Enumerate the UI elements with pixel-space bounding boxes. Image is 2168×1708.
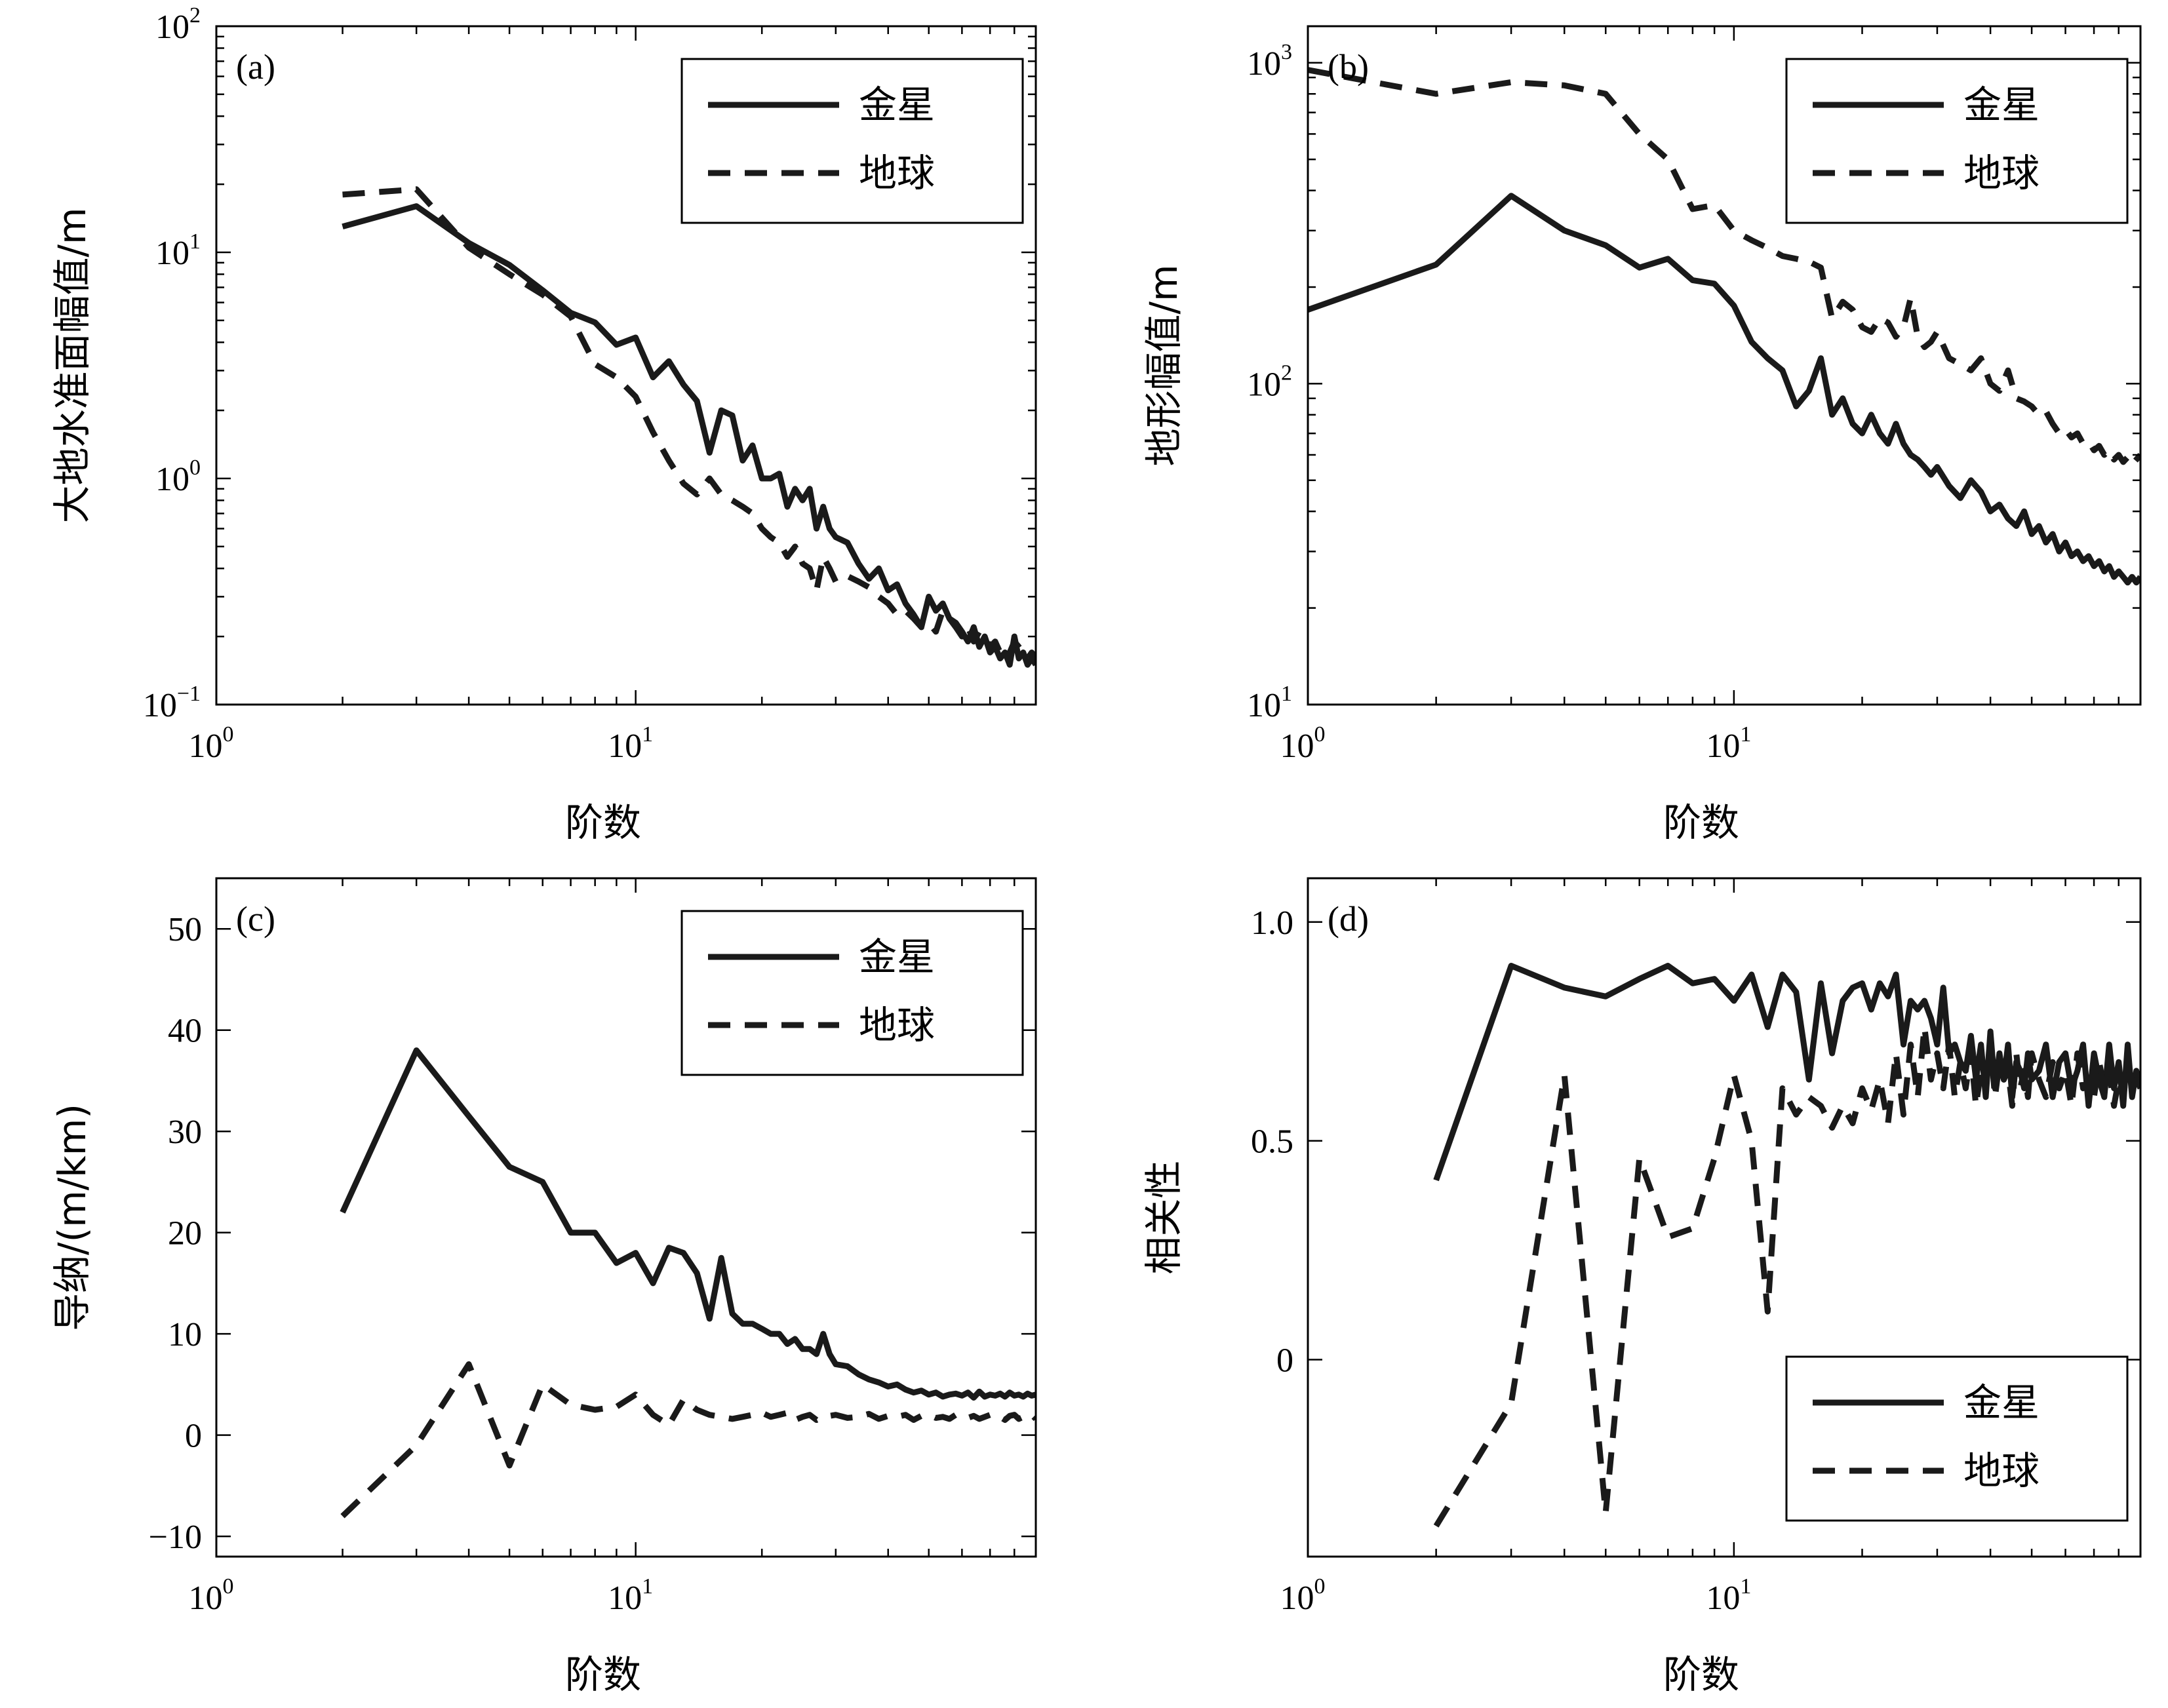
x-tick-label: 101 — [1706, 1574, 1751, 1617]
y-tick-label: 40 — [168, 1013, 202, 1050]
legend-box — [680, 58, 1024, 224]
x-tick-label: 100 — [189, 722, 234, 765]
x-axis-title: 阶数 — [1663, 1652, 1739, 1697]
legend-label: 地球 — [859, 1003, 935, 1047]
axes-frame — [215, 877, 1037, 1558]
y-tick-label: 102 — [155, 3, 201, 46]
y-tick-label: 10−1 — [143, 682, 201, 724]
series-venus-line — [340, 1047, 1036, 1401]
y-tick-label: −10 — [149, 1519, 202, 1556]
legend-label: 金星 — [859, 935, 935, 979]
legend-label: 金星 — [1963, 83, 2040, 127]
y-tick-label: 50 — [168, 911, 202, 948]
y-tick-label: 10 — [168, 1316, 202, 1353]
y-axis-title: 大地水准面幅值/m — [50, 207, 94, 523]
series-venus-line — [1308, 193, 2140, 586]
y-tick-label: 101 — [155, 229, 201, 272]
y-tick-label: 20 — [168, 1215, 202, 1252]
y-tick-label: 0 — [185, 1418, 202, 1455]
axes-frame — [1307, 25, 2142, 706]
y-tick-label: 102 — [1247, 360, 1292, 403]
x-axis-title: 阶数 — [1663, 800, 1739, 845]
y-axis-title: 导纳/(m/km) — [50, 1104, 94, 1331]
x-tick-label: 100 — [189, 1574, 234, 1617]
x-tick-label: 100 — [1280, 722, 1326, 765]
y-tick-label: 103 — [1247, 40, 1292, 83]
y-tick-label: 101 — [1247, 682, 1292, 724]
panel-label: (a) — [236, 47, 275, 87]
x-axis-title: 阶数 — [565, 1652, 641, 1697]
series-venus-line — [342, 203, 1036, 668]
legend-label: 金星 — [859, 83, 935, 127]
legend-box — [680, 910, 1024, 1076]
legend-box — [1785, 1355, 2129, 1522]
panel-label: (d) — [1328, 899, 1369, 939]
x-tick-label: 100 — [1280, 1574, 1326, 1617]
series-earth-line — [340, 1361, 1036, 1519]
y-tick-label: 0.5 — [1251, 1123, 1293, 1161]
series-earth-line — [342, 186, 1036, 662]
series-earth-line — [1433, 1024, 2140, 1528]
legend-label: 地球 — [859, 151, 935, 195]
series-venus-line — [1433, 963, 2140, 1182]
legend-box — [1785, 58, 2129, 224]
legend-label: 地球 — [1963, 151, 2040, 195]
legend-label: 金星 — [1963, 1380, 2040, 1425]
axes-frame — [215, 25, 1037, 706]
x-tick-label: 101 — [1706, 722, 1751, 765]
x-tick-label: 101 — [608, 1574, 653, 1617]
x-axis-title: 阶数 — [565, 800, 641, 845]
x-tick-label: 101 — [608, 722, 653, 765]
y-tick-label: 1.0 — [1251, 904, 1293, 942]
y-tick-label: 100 — [155, 456, 201, 498]
y-tick-label: 0 — [1276, 1342, 1293, 1380]
panel-label: (b) — [1328, 47, 1369, 87]
series-earth-line — [1308, 67, 2140, 468]
y-axis-title: 相关性 — [1141, 1160, 1186, 1274]
y-axis-title: 地形幅值/m — [1141, 264, 1186, 466]
y-tick-label: 30 — [168, 1114, 202, 1151]
legend-label: 地球 — [1963, 1448, 2040, 1493]
axes-frame — [1307, 877, 2142, 1558]
panel-label: (c) — [236, 899, 275, 939]
